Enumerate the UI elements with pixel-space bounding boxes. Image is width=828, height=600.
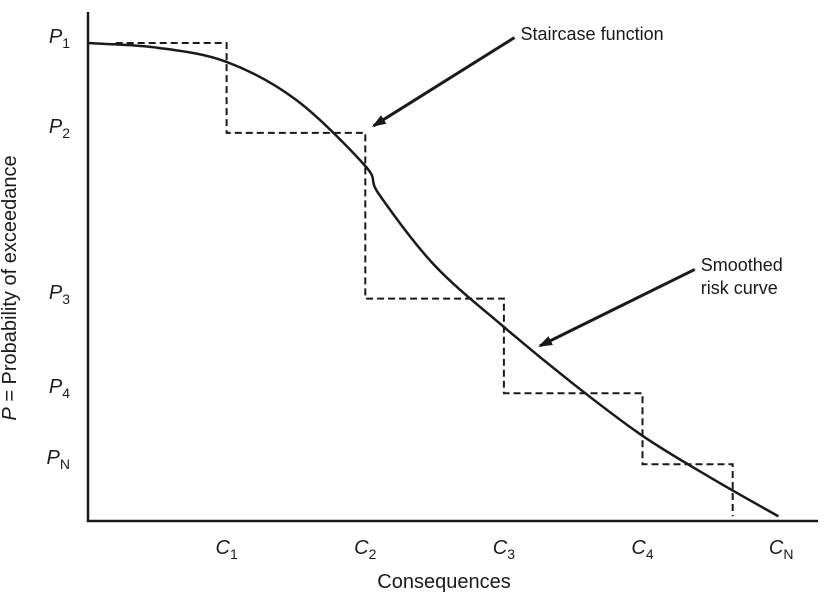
annotation-label-line: Staircase function	[520, 23, 664, 44]
y-tick-label: P3	[48, 281, 70, 307]
y-tick-label: P4	[48, 376, 70, 402]
x-tick-label: C4	[631, 537, 654, 562]
x-tick-label: C1	[215, 537, 238, 562]
y-tick-label: P1	[48, 26, 70, 51]
x-tick-label: C3	[492, 537, 516, 562]
x-axis-title: Consequences	[377, 571, 511, 593]
annotation-arrow	[371, 36, 516, 128]
y-axis-title: P = Probability of exceedance	[0, 155, 21, 421]
smoothed-risk-curve-line	[87, 41, 780, 518]
annotation-label: Smoothed risk curve	[701, 254, 783, 300]
annotation-label: Staircase function	[521, 23, 664, 46]
staircase-function-line	[115, 42, 734, 517]
x-tick-label: C2	[354, 537, 377, 562]
y-tick-label: PN	[46, 447, 70, 473]
x-tick-label: CN	[768, 537, 794, 562]
annotation-arrow	[538, 268, 696, 348]
annotation-label-line: Smoothed	[700, 255, 783, 276]
y-tick-label: P2	[48, 115, 70, 141]
annotation-label-line: risk curve	[700, 278, 778, 299]
